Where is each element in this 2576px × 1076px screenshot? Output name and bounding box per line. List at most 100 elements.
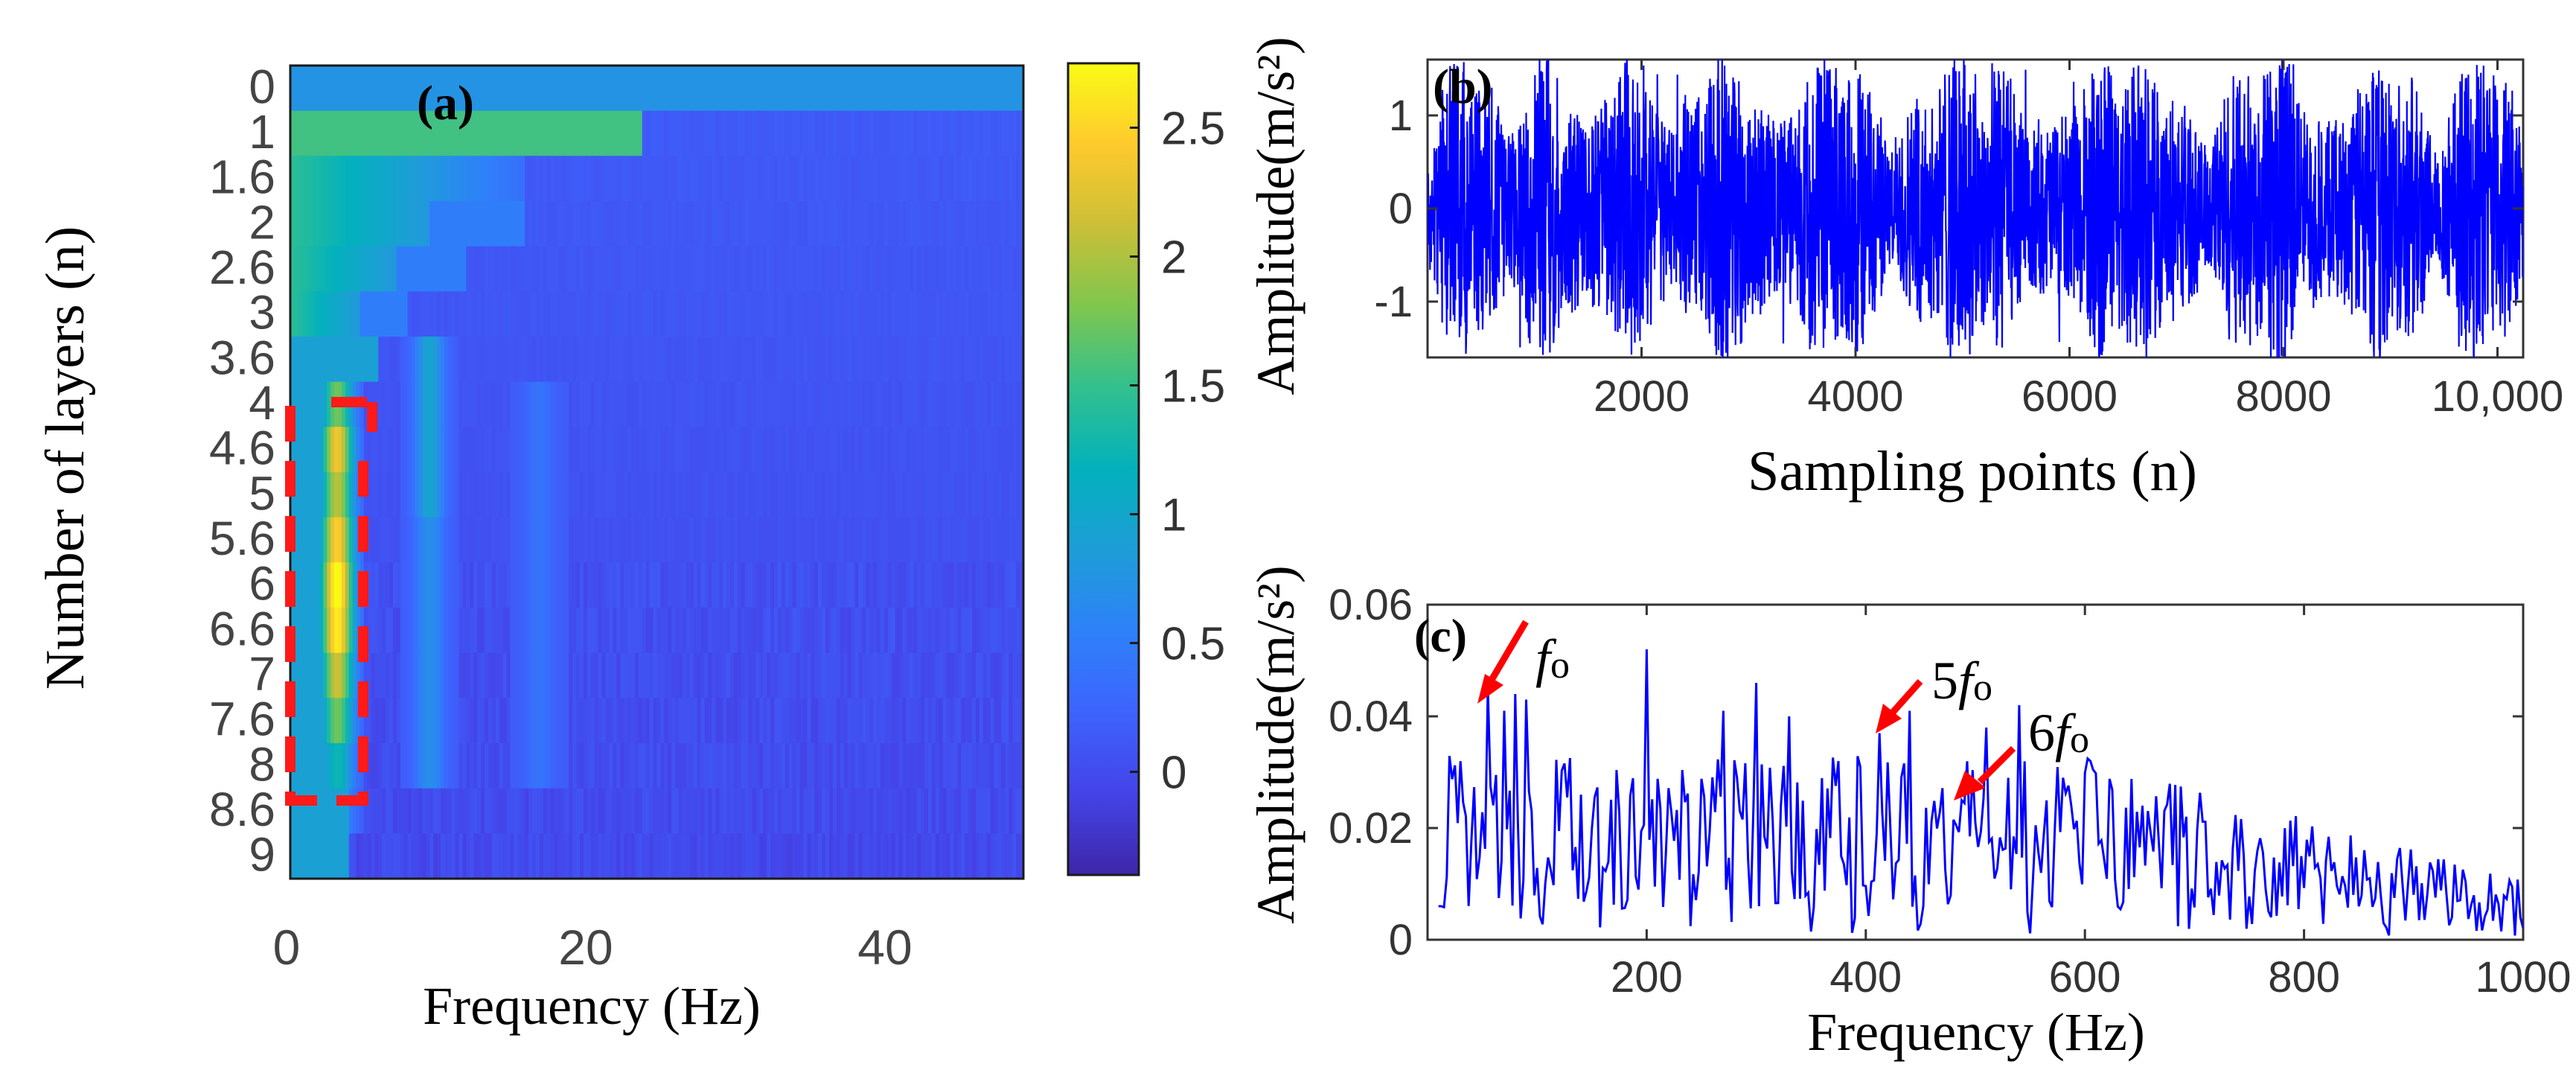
- heatmap-cell: [792, 337, 797, 383]
- heatmap-cell: [653, 562, 658, 608]
- heatmap-cell: [931, 110, 936, 156]
- heatmap-cell: [671, 291, 676, 337]
- heatmap-cell: [1016, 337, 1020, 383]
- heatmap-cell: [877, 381, 881, 427]
- heatmap-cell: [683, 156, 687, 202]
- heatmap-cell: [473, 652, 478, 698]
- heatmap-cell: [668, 246, 672, 292]
- heatmap-cell: [683, 381, 691, 427]
- heatmap-cell: [931, 743, 936, 789]
- heatmap-cell: [371, 608, 375, 654]
- heatmap-cell: [803, 698, 808, 744]
- heatmap-cell: [323, 427, 327, 473]
- heatmap-cell: [407, 788, 412, 834]
- heatmap-cell: [1012, 381, 1017, 427]
- heatmap-cell: [327, 608, 331, 654]
- heatmap-cell: [858, 201, 863, 247]
- heatmap-cell: [323, 246, 327, 292]
- heatmap-cell: [866, 743, 874, 789]
- heatmap-cell: [968, 562, 973, 608]
- heatmap-cell: [836, 291, 841, 337]
- heatmap-cell: [767, 472, 771, 518]
- heatmap-cell: [997, 337, 1002, 383]
- heatmap-cell: [290, 698, 324, 744]
- heatmap-cell: [499, 156, 504, 202]
- heatmap-cell: [671, 156, 676, 202]
- heatmap-cell: [447, 427, 453, 473]
- heatmap-cell: [418, 562, 423, 608]
- heatmap-cell: [869, 110, 874, 156]
- heatmap-cell: [778, 652, 782, 698]
- heatmap-cell: [550, 833, 555, 879]
- heatmap-cell: [935, 788, 940, 834]
- heatmap-cell: [561, 427, 566, 473]
- heatmap-cell: [561, 833, 566, 879]
- heatmap-cell: [352, 246, 357, 292]
- heatmap-cell: [796, 608, 801, 654]
- heatmap-cell: [741, 381, 746, 427]
- heatmap-cell: [517, 381, 522, 427]
- heatmap-cell: [386, 337, 390, 383]
- heatmap-cell: [584, 743, 588, 789]
- heatmap-cell: [389, 201, 394, 247]
- heatmap-cell: [447, 743, 453, 789]
- heatmap-cell: [968, 427, 977, 473]
- heatmap-cell: [935, 743, 940, 789]
- heatmap-cell: [447, 337, 453, 383]
- heatmap-cell: [590, 652, 595, 698]
- arrowhead-fo: [1477, 674, 1503, 704]
- heatmap-cell: [653, 156, 658, 202]
- heatmap-cell: [763, 608, 767, 654]
- heatmap-cell: [565, 833, 569, 879]
- heatmap-cell: [712, 788, 716, 834]
- heatmap-cell: [330, 427, 335, 473]
- heatmap-cell: [778, 743, 782, 789]
- heatmap-cell: [605, 156, 617, 202]
- heatmap-cell: [1001, 788, 1006, 834]
- heatmap-cell: [627, 652, 632, 698]
- heatmap-cell: [807, 337, 811, 383]
- heatmap-cell: [708, 381, 712, 427]
- heatmap-cell: [847, 381, 852, 427]
- heatmap-cell: [994, 381, 1002, 427]
- heatmap-cell: [832, 562, 837, 608]
- x-tick-label-b: 6000: [2022, 372, 2118, 421]
- heatmap-cell: [733, 472, 738, 518]
- heatmap-cell: [744, 788, 750, 834]
- heatmap-cell: [297, 291, 302, 337]
- heatmap-cell: [539, 833, 544, 879]
- heatmap-cell: [356, 788, 361, 834]
- heatmap-cell: [763, 427, 767, 473]
- heatmap-cell: [587, 156, 592, 202]
- heatmap-cell: [550, 562, 555, 608]
- x-tick-label-c: 400: [1829, 953, 1902, 1002]
- heatmap-cell: [488, 381, 493, 427]
- heatmap-cell: [778, 517, 782, 563]
- heatmap-cell: [345, 156, 350, 202]
- heatmap-cell: [594, 246, 599, 292]
- heatmap-cell: [748, 337, 753, 383]
- heatmap-cell: [649, 833, 654, 879]
- heatmap-cell: [906, 291, 910, 337]
- heatmap-cell: [782, 833, 786, 879]
- heatmap-cell: [645, 788, 651, 834]
- heatmap-cell: [917, 246, 921, 292]
- heatmap-cell: [470, 833, 474, 879]
- heatmap-cell: [679, 698, 691, 744]
- heatmap-cell: [748, 562, 753, 608]
- heatmap-cell: [733, 608, 738, 654]
- heatmap-cell: [536, 833, 540, 879]
- heatmap-cell: [609, 246, 613, 292]
- heatmap-cell: [447, 291, 453, 337]
- heatmap-cell: [429, 291, 434, 337]
- heatmap-cell: [1009, 427, 1013, 473]
- heatmap-cell: [470, 562, 474, 608]
- heatmap-cell: [910, 156, 914, 202]
- heatmap-cell: [895, 246, 903, 292]
- heatmap-cell: [440, 608, 445, 654]
- heatmap-cell: [726, 337, 731, 383]
- y-tick-label-c: 0.02: [1329, 804, 1413, 853]
- heatmap-cell: [334, 427, 339, 473]
- heatmap-cell: [554, 833, 559, 879]
- heatmap-cell: [990, 246, 995, 292]
